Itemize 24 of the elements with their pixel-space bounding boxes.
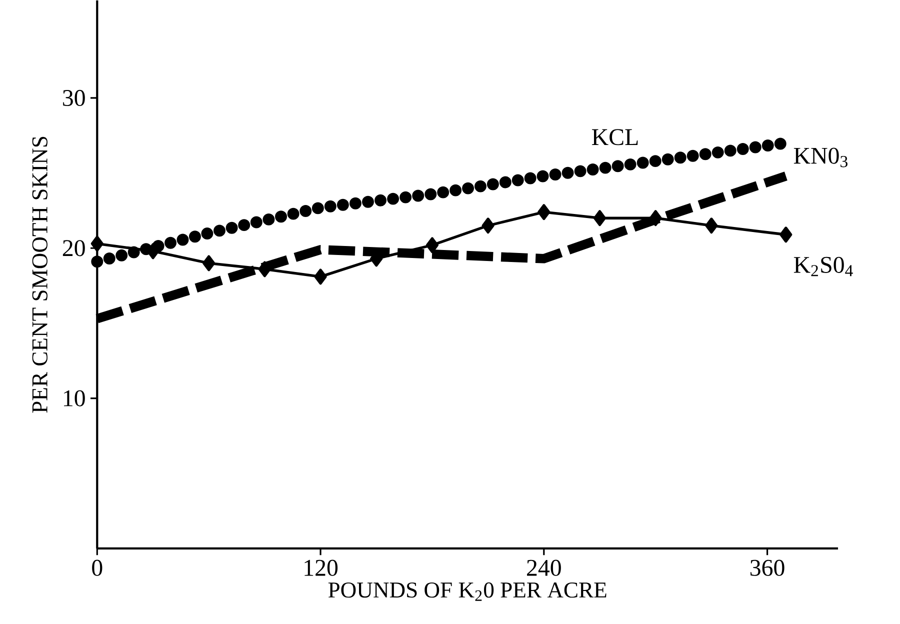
point xyxy=(649,210,662,226)
point xyxy=(593,210,606,226)
point xyxy=(314,268,327,285)
x-tick-label: 0 xyxy=(92,560,102,576)
x-tick-label: 120 xyxy=(304,560,338,576)
point xyxy=(482,218,494,234)
y-axis-title: PER CENT SMOOTH SKINS xyxy=(32,136,48,413)
x-axis-title: POUNDS OF K$_{2}$0 PER ACRE xyxy=(328,582,606,601)
x-tick-label: 360 xyxy=(750,560,784,576)
series-label: KN0$_{3}$ xyxy=(794,148,848,168)
series-label: K$_{2}$S0$_{4}$ xyxy=(794,256,853,276)
point xyxy=(90,236,104,252)
y-tick-label: 20 xyxy=(62,240,85,256)
point xyxy=(538,204,550,220)
x-tick-label: 240 xyxy=(527,560,561,576)
point xyxy=(780,226,792,243)
point xyxy=(705,218,718,234)
y-tick-label: 30 xyxy=(63,90,85,106)
point xyxy=(426,237,439,254)
series-label: KCL xyxy=(592,129,638,146)
point xyxy=(146,243,160,260)
point xyxy=(258,261,271,278)
y-tick-label: 10 xyxy=(64,390,85,406)
point xyxy=(202,255,216,272)
